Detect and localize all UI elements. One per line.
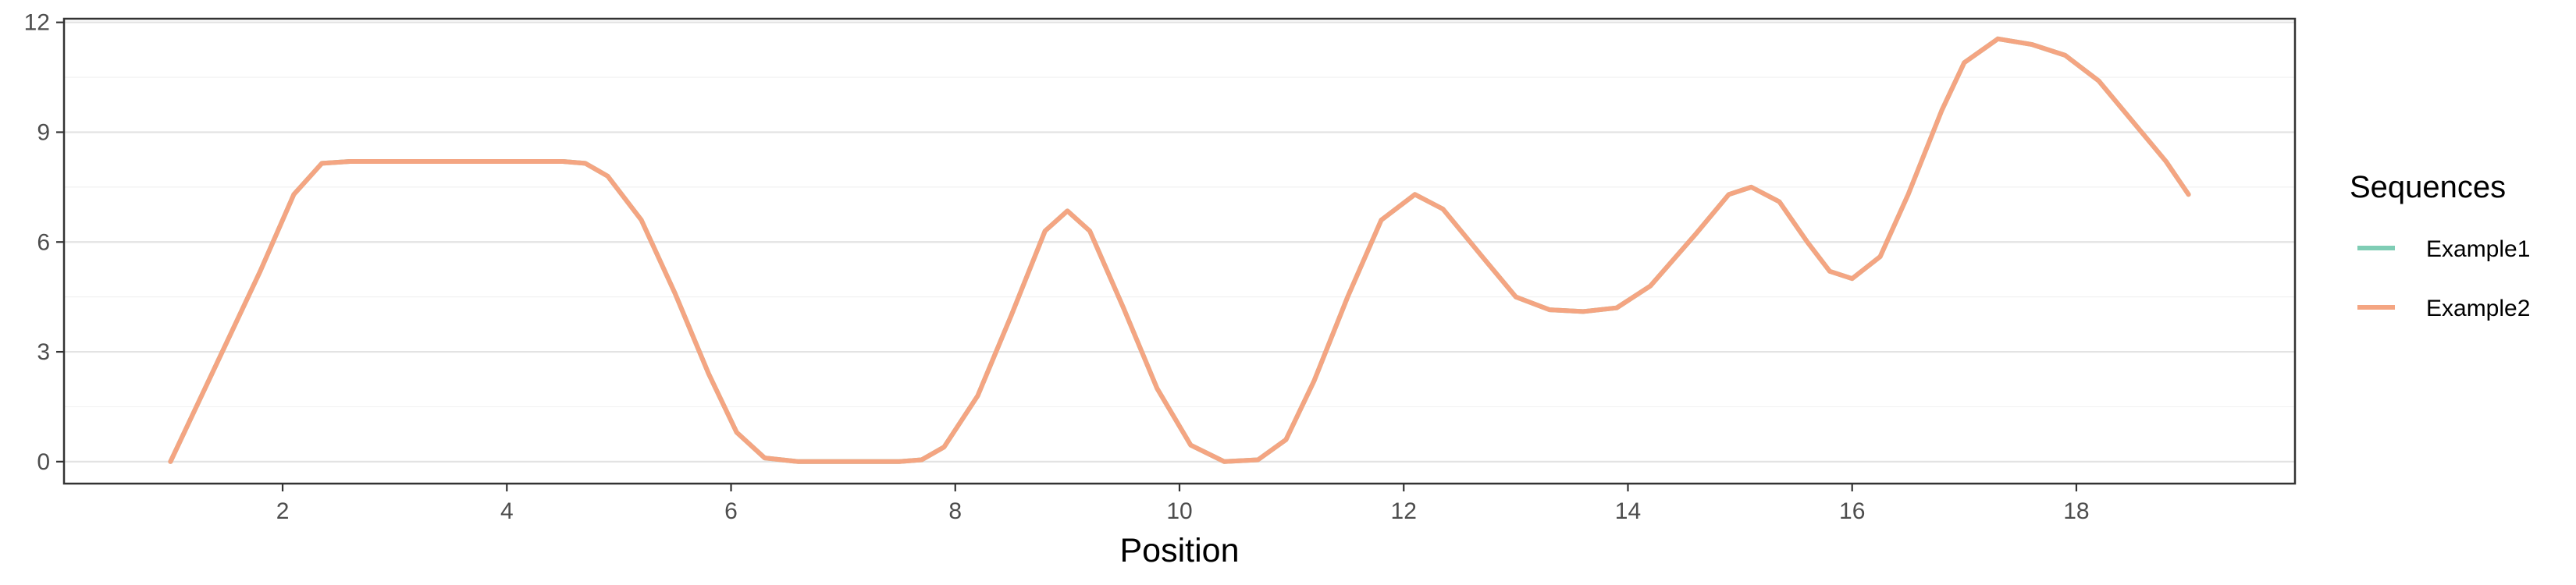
x-tick-label: 16 [1839,498,1865,524]
x-tick-label: 14 [1615,498,1641,524]
series-line-example2 [168,36,2191,464]
grid-layer [64,21,2295,463]
x-tick-label: 6 [724,498,738,524]
y-tick-label: 0 [37,449,50,475]
legend-items: Example1 Example2 [2357,236,2530,321]
legend-title: Sequences [2350,170,2506,204]
legend-label-example2: Example2 [2426,296,2530,321]
y-tick-label: 12 [24,10,50,36]
series-layer [168,36,2191,464]
x-tick-label: 8 [948,498,962,524]
axis-layer: 2 4 6 8 10 12 14 16 18 0 3 6 9 12 [24,10,2090,524]
panel-border [62,17,2297,485]
series-line-example1 [168,36,2191,464]
x-tick-label: 12 [1391,498,1417,524]
x-tick-label: 4 [500,498,514,524]
legend: Sequences Example1 Example2 [2350,170,2530,321]
x-axis-title: Position [1120,532,1240,569]
x-tick-label: 18 [2063,498,2089,524]
y-tick-label: 6 [37,229,50,255]
x-tick-label: 2 [276,498,290,524]
legend-label-example1: Example1 [2426,236,2530,262]
y-tick-label: 3 [37,339,50,365]
y-tick-label: 9 [37,119,50,145]
x-tick-label: 10 [1166,498,1192,524]
